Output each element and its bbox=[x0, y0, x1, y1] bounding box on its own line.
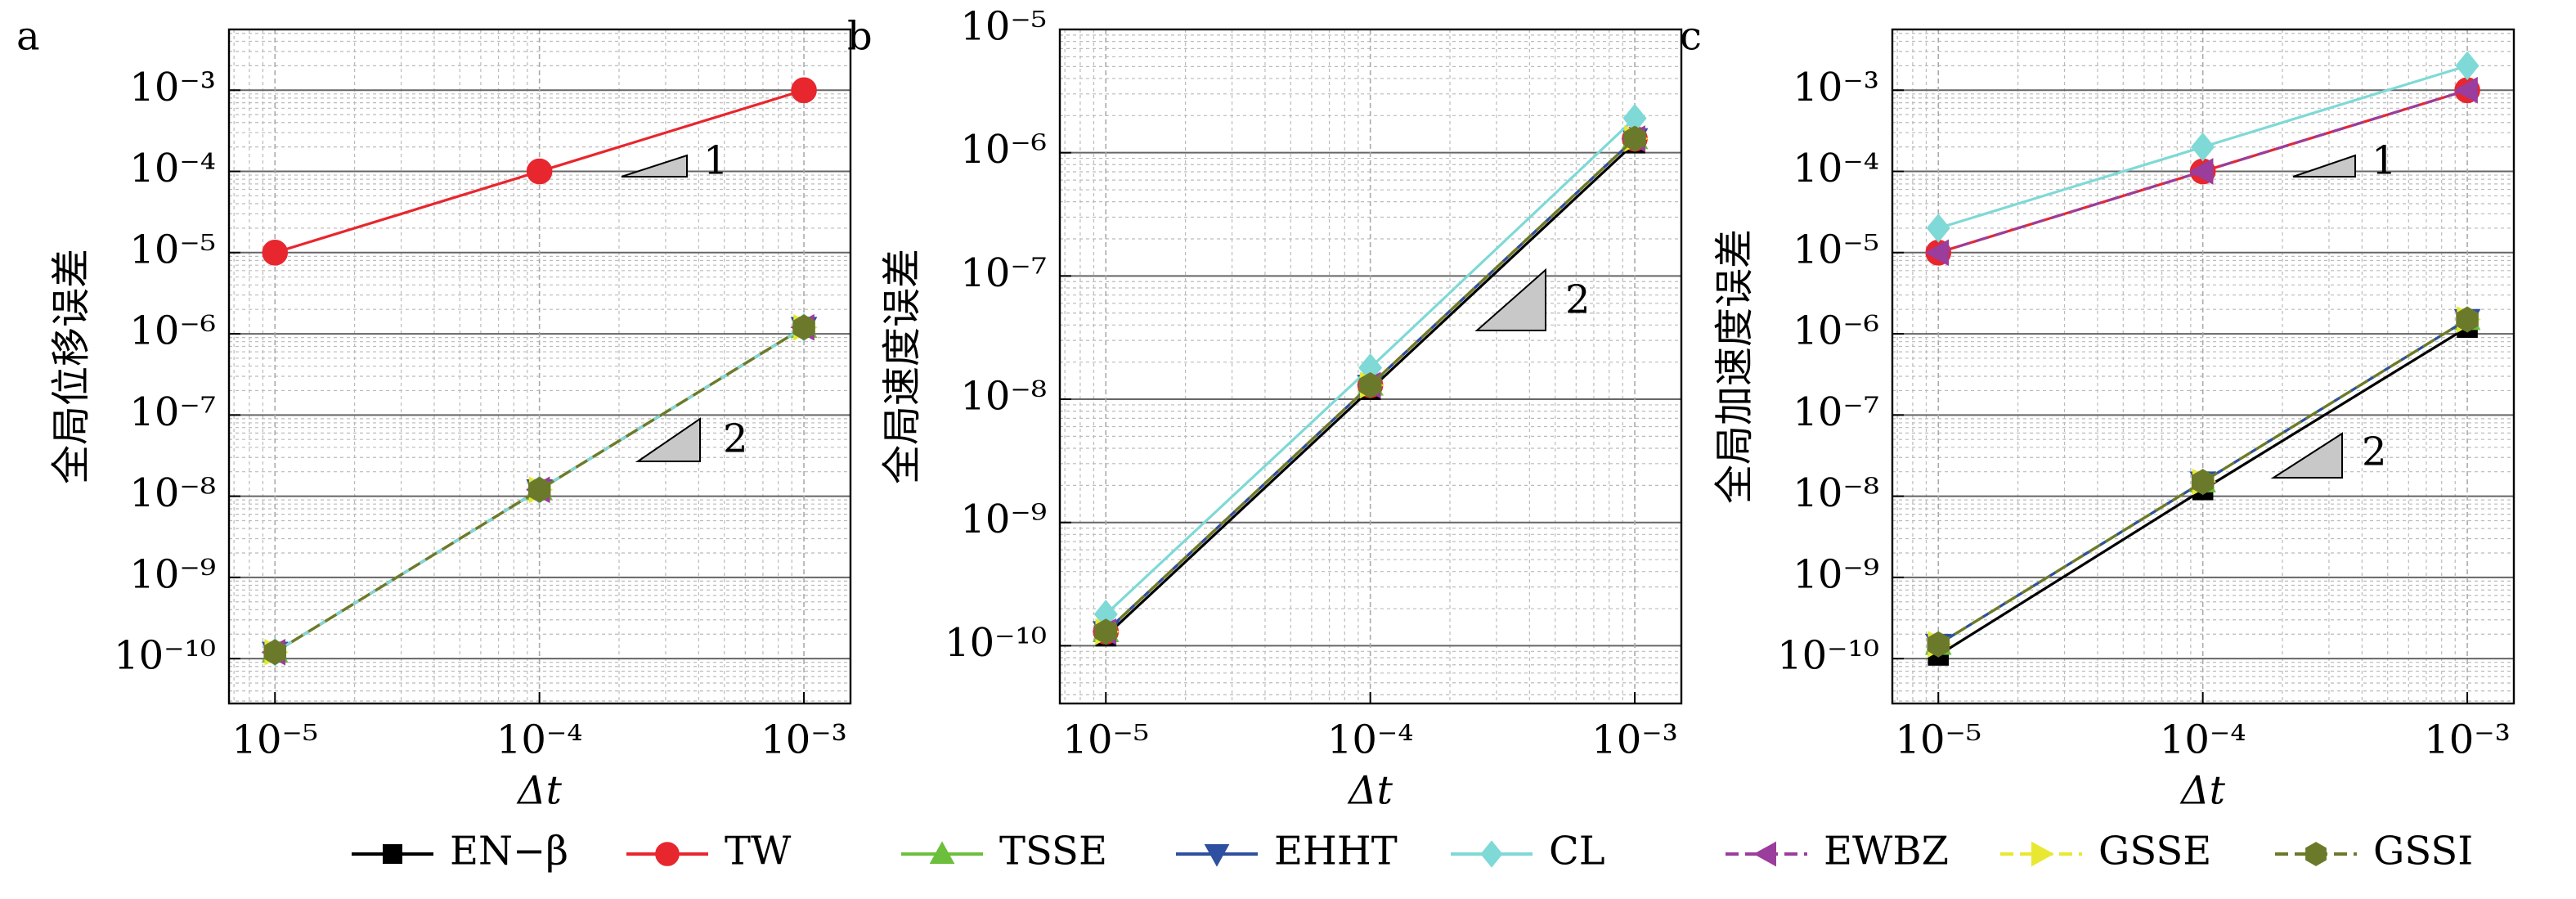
y-tick-label: 10⁻³ bbox=[129, 65, 216, 110]
legend-marker bbox=[655, 842, 680, 866]
data-point bbox=[792, 314, 815, 341]
data-point bbox=[1926, 214, 1950, 243]
x-axis-label: Δt bbox=[1347, 768, 1393, 814]
data-point bbox=[791, 77, 817, 104]
y-tick-label: 10⁻⁹ bbox=[129, 551, 216, 597]
x-tick-label: 10⁻⁴ bbox=[2160, 717, 2246, 763]
axes-frame bbox=[1891, 28, 2515, 705]
y-tick-label: 10⁻¹⁰ bbox=[945, 620, 1047, 666]
y-tick-label: 10⁻⁵ bbox=[129, 227, 216, 272]
y-tick-label: 10⁻⁵ bbox=[1793, 227, 1879, 272]
series-line bbox=[274, 326, 805, 654]
y-axis-label: 全局位移误差 bbox=[48, 249, 94, 484]
slope-triangle bbox=[1474, 267, 1546, 331]
y-tick-label: 10⁻¹⁰ bbox=[114, 633, 216, 679]
y-tick-label: 10⁻⁴ bbox=[1793, 146, 1879, 191]
legend-marker bbox=[2305, 842, 2327, 866]
data-point bbox=[263, 639, 287, 666]
legend-label: TW bbox=[725, 829, 792, 874]
legend-label: EN−β bbox=[450, 829, 568, 874]
data-point bbox=[1094, 618, 1118, 645]
x-tick-label: 10⁻³ bbox=[761, 717, 847, 763]
y-tick-label: 10⁻³ bbox=[1793, 65, 1879, 110]
annotation: 1 bbox=[2372, 138, 2397, 184]
x-tick-label: 10⁻⁵ bbox=[1062, 717, 1149, 763]
panel-label: a bbox=[16, 14, 40, 60]
data-point bbox=[1927, 631, 1950, 658]
legend-marker bbox=[929, 841, 955, 864]
y-tick-label: 10⁻⁸ bbox=[1793, 470, 1879, 516]
slope-triangle bbox=[2270, 432, 2343, 479]
y-tick-label: 10⁻⁷ bbox=[129, 389, 216, 435]
legend-label: EWBZ bbox=[1824, 829, 1949, 874]
y-tick-label: 10⁻⁵ bbox=[960, 4, 1047, 50]
panel-label: b bbox=[847, 14, 873, 60]
y-tick-label: 10⁻⁸ bbox=[129, 470, 216, 516]
legend-marker bbox=[2031, 841, 2054, 867]
panel-label: c bbox=[1680, 14, 1702, 60]
x-tick-label: 10⁻⁴ bbox=[1327, 717, 1414, 763]
data-point bbox=[2453, 76, 2478, 104]
legend-marker bbox=[1480, 840, 1503, 868]
y-tick-label: 10⁻¹⁰ bbox=[1777, 633, 1879, 679]
x-tick-label: 10⁻⁵ bbox=[231, 717, 318, 763]
y-tick-label: 10⁻⁶ bbox=[129, 308, 216, 354]
data-point bbox=[2189, 158, 2214, 185]
slope-triangle bbox=[621, 154, 688, 178]
y-axis-label: 全局加速度误差 bbox=[1712, 229, 1757, 504]
y-tick-label: 10⁻⁴ bbox=[129, 146, 216, 191]
data-point bbox=[2455, 51, 2480, 81]
y-tick-label: 10⁻⁶ bbox=[960, 127, 1047, 173]
x-tick-label: 10⁻³ bbox=[1591, 717, 1678, 763]
legend-label: CL bbox=[1549, 829, 1605, 874]
axes-frame bbox=[227, 28, 852, 705]
annotation: 1 bbox=[703, 138, 729, 184]
data-point bbox=[527, 476, 551, 503]
x-tick-label: 10⁻⁵ bbox=[1895, 717, 1981, 763]
y-axis-label: 全局速度误差 bbox=[879, 249, 925, 484]
data-point bbox=[526, 158, 553, 185]
legend-marker bbox=[1204, 844, 1230, 867]
legend-marker bbox=[382, 844, 402, 865]
series-line bbox=[1937, 318, 2468, 646]
legend-label: EHHT bbox=[1274, 829, 1398, 874]
data-point bbox=[2191, 469, 2215, 496]
data-point bbox=[1623, 125, 1646, 152]
slope-triangle bbox=[2292, 154, 2356, 178]
y-tick-label: 10⁻⁸ bbox=[960, 374, 1047, 420]
x-axis-label: Δt bbox=[2179, 768, 2226, 814]
slope-triangle bbox=[635, 417, 701, 462]
y-tick-label: 10⁻⁹ bbox=[1793, 551, 1879, 597]
y-tick-label: 10⁻⁹ bbox=[960, 497, 1047, 542]
legend-marker bbox=[1753, 841, 1776, 867]
x-axis-label: Δt bbox=[516, 768, 563, 814]
x-tick-label: 10⁻⁴ bbox=[496, 717, 583, 763]
data-point bbox=[1924, 239, 1950, 267]
data-point bbox=[2191, 132, 2215, 162]
annotation: 2 bbox=[1565, 277, 1591, 323]
y-tick-label: 10⁻⁷ bbox=[960, 250, 1047, 296]
data-point bbox=[262, 239, 289, 266]
x-tick-label: 10⁻³ bbox=[2424, 717, 2511, 763]
axes-frame bbox=[1058, 28, 1683, 705]
annotation: 2 bbox=[2362, 429, 2387, 475]
legend-label: GSSE bbox=[2098, 829, 2211, 874]
y-tick-label: 10⁻⁶ bbox=[1793, 308, 1879, 354]
data-point bbox=[2456, 306, 2479, 333]
y-tick-label: 10⁻⁷ bbox=[1793, 389, 1879, 435]
legend-label: GSSI bbox=[2373, 829, 2473, 874]
annotation: 2 bbox=[723, 416, 748, 462]
data-point bbox=[1358, 371, 1382, 398]
legend-label: TSSE bbox=[999, 829, 1107, 874]
